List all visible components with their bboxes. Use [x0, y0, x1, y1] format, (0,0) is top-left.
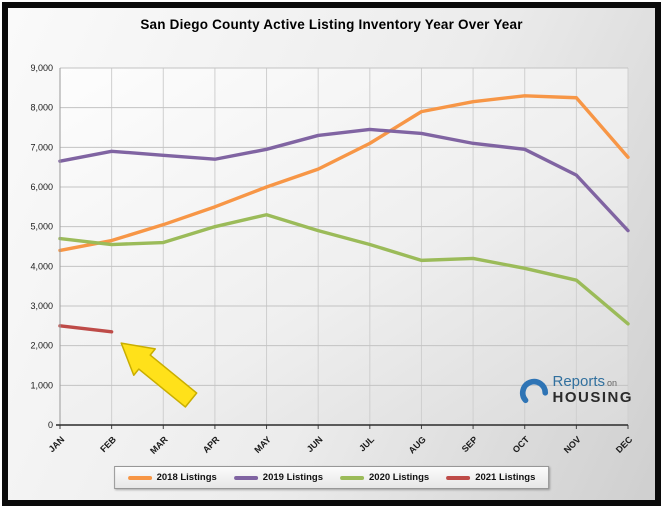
y-axis-tick-label: 5,000	[30, 222, 53, 232]
series-line-2020-listings	[58, 213, 630, 326]
x-axis-tick-label: APR	[201, 434, 222, 455]
x-axis-tick-label: MAY	[252, 434, 273, 455]
legend-swatch-2020	[340, 475, 364, 480]
chart-title: San Diego County Active Listing Inventor…	[140, 17, 523, 32]
reports-on-housing-logo-icon	[520, 378, 549, 403]
series-line-2021-listings	[58, 324, 114, 334]
y-axis-tick-label: 1,000	[30, 380, 53, 390]
logo-reports-text: Reports on	[552, 373, 618, 390]
legend-label-2019: 2019 Listings	[262, 472, 323, 483]
legend-item-2019: 2019 Listings	[233, 472, 323, 483]
legend-label-2018: 2018 Listings	[156, 472, 217, 483]
x-axis-tick-label: DEC	[614, 434, 635, 455]
legend-item-2021: 2021 Listings	[446, 472, 535, 483]
x-axis-tick-label: JUL	[357, 434, 376, 453]
chart-canvas: 0 1,000 2,000 3,000 4,000 5,000 6,000 7,000 8,00…	[30, 63, 635, 456]
y-axis-tick-label: 3,000	[30, 301, 53, 311]
y-axis-tick-label: 7,000	[30, 142, 53, 152]
y-axis-tick-label: 8,000	[30, 103, 53, 113]
x-axis-tick-label: MAR	[148, 434, 170, 456]
x-axis-tick-label: FEB	[98, 434, 118, 454]
legend-item-2020: 2020 Listings	[340, 472, 429, 483]
y-axis-tick-label: 4,000	[30, 261, 53, 271]
x-axis-tick-label: AUG	[407, 434, 428, 455]
x-axis-tick-label: JUN	[305, 434, 325, 454]
x-axis-tick-label: SEP	[460, 434, 480, 454]
reports-on-housing-logo: Reports on HOUSING	[519, 374, 633, 405]
series-line-2019-listings	[58, 127, 630, 233]
legend-swatch-2021	[446, 475, 471, 480]
y-axis-tick-label: 2,000	[30, 341, 53, 351]
y-axis-tick-label: 0	[48, 420, 53, 430]
x-axis-tick-label: NOV	[562, 434, 583, 455]
x-axis-tick-label: OCT	[511, 434, 532, 455]
logo-housing-text: HOUSING	[552, 389, 633, 406]
legend-item-2018: 2018 Listings	[127, 472, 217, 483]
highlight-arrow	[120, 342, 198, 408]
legend: 2018 Listings 2019 Listings 2020 Listing…	[113, 466, 550, 489]
y-axis-tick-label: 9,000	[30, 63, 53, 73]
legend-label-2021: 2021 Listings	[475, 472, 536, 483]
legend-label-2020: 2020 Listings	[369, 472, 430, 483]
logo-on-text: on	[607, 378, 618, 388]
y-axis-tick-label: 6,000	[30, 182, 53, 192]
logo-text: Reports on HOUSING	[552, 374, 633, 405]
x-axis-tick-label: JAN	[47, 434, 67, 454]
series-line-2018-listings	[58, 94, 630, 253]
legend-swatch-2019	[233, 475, 258, 480]
legend-swatch-2018	[127, 475, 152, 480]
